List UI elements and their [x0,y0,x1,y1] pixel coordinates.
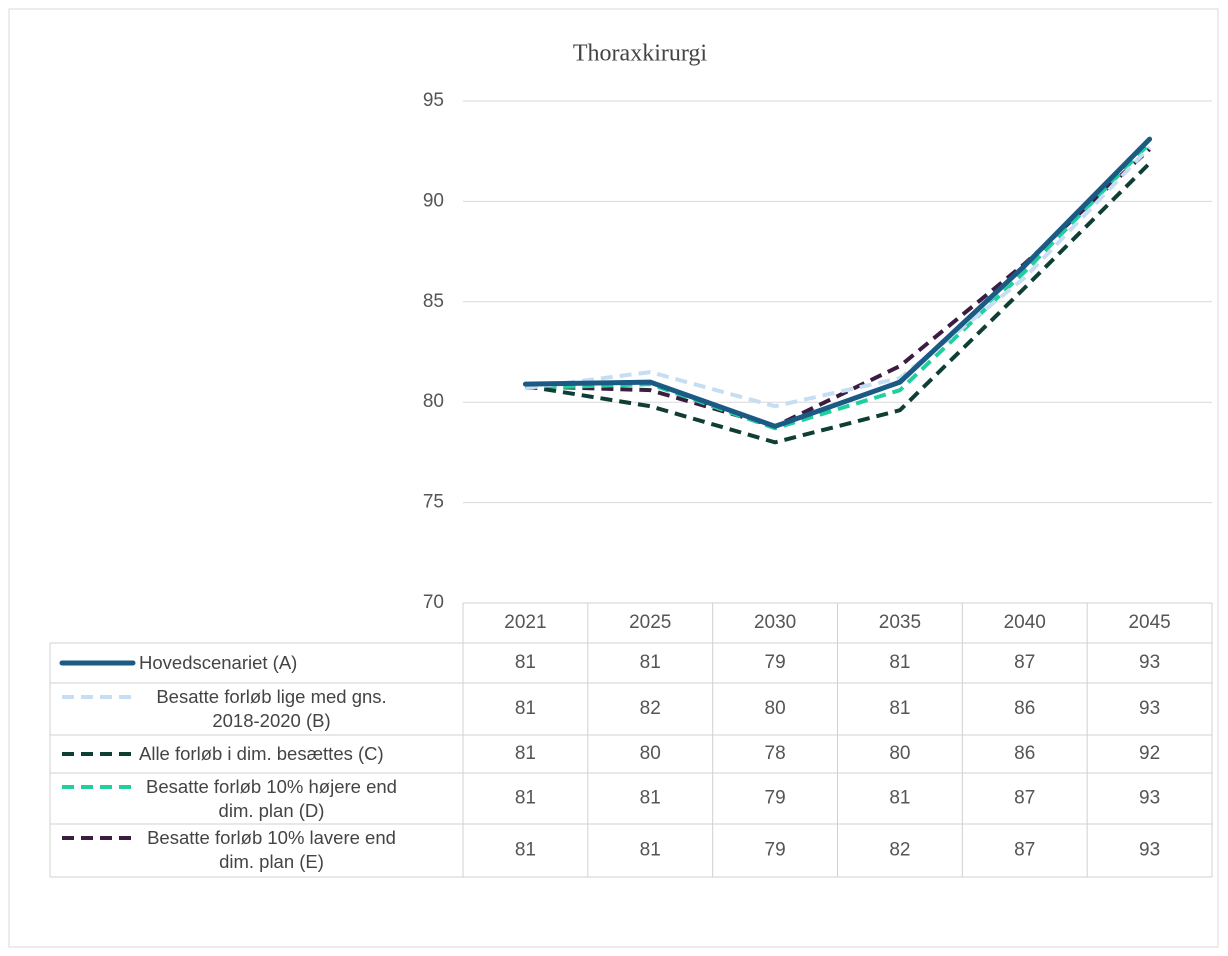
table-value: 81 [515,743,536,764]
table-value: 87 [1014,840,1035,861]
table-value: 79 [765,840,786,861]
series-line [525,145,1152,409]
y-tick-label: 90 [423,190,444,211]
chart-title: Thoraxkirurgi [573,41,708,67]
x-tick-label: 2021 [504,612,546,633]
table-value: 92 [1139,743,1160,764]
table-value: 93 [1139,840,1160,861]
y-tick-label: 95 [423,90,444,111]
x-tick-label: 2030 [754,612,796,633]
legend-label: Besatte forløb 10% højere end dim. plan … [146,776,397,821]
table-value: 81 [640,788,661,809]
table-value: 93 [1139,652,1160,673]
x-tick-label: 2045 [1128,612,1170,633]
table-value: 86 [1014,698,1035,719]
table-value: 80 [765,698,786,719]
y-tick-label: 85 [423,291,444,312]
series-line [522,136,1153,429]
y-tick-label: 70 [423,592,444,613]
table-value: 80 [640,743,661,764]
chart-border [8,8,1219,948]
table-value: 81 [515,698,536,719]
table-value: 93 [1139,698,1160,719]
table-value: 82 [889,840,910,861]
table-value: 81 [640,840,661,861]
x-tick-label: 2040 [1004,612,1046,633]
table-value: 81 [640,652,661,673]
table-value: 86 [1014,743,1035,764]
y-tick-label: 75 [423,492,444,513]
table-value: 82 [640,698,661,719]
series-line [525,161,1151,445]
table-value: 81 [889,788,910,809]
legend-label: Hovedscenariet (A) [139,652,298,673]
table-value: 81 [515,652,536,673]
legend-label: Besatte forløb lige med gns. 2018-2020 (… [156,686,387,731]
table-value: 81 [515,840,536,861]
table-value: 79 [765,788,786,809]
table-value: 87 [1014,788,1035,809]
table-value: 78 [765,743,786,764]
table-value: 81 [889,698,910,719]
x-tick-label: 2025 [629,612,671,633]
table-value: 93 [1139,788,1160,809]
table-value: 81 [515,788,536,809]
table-value: 81 [889,652,910,673]
series-line [525,141,1152,431]
legend-label: Besatte forløb 10% lavere end dim. plan … [147,827,396,872]
y-tick-label: 80 [423,391,444,412]
x-tick-label: 2035 [879,612,921,633]
table-value: 80 [889,743,910,764]
table-value: 79 [765,652,786,673]
table-value: 87 [1014,652,1035,673]
legend-label: Alle forløb i dim. besættes (C) [139,743,384,764]
series-line [525,147,1151,429]
